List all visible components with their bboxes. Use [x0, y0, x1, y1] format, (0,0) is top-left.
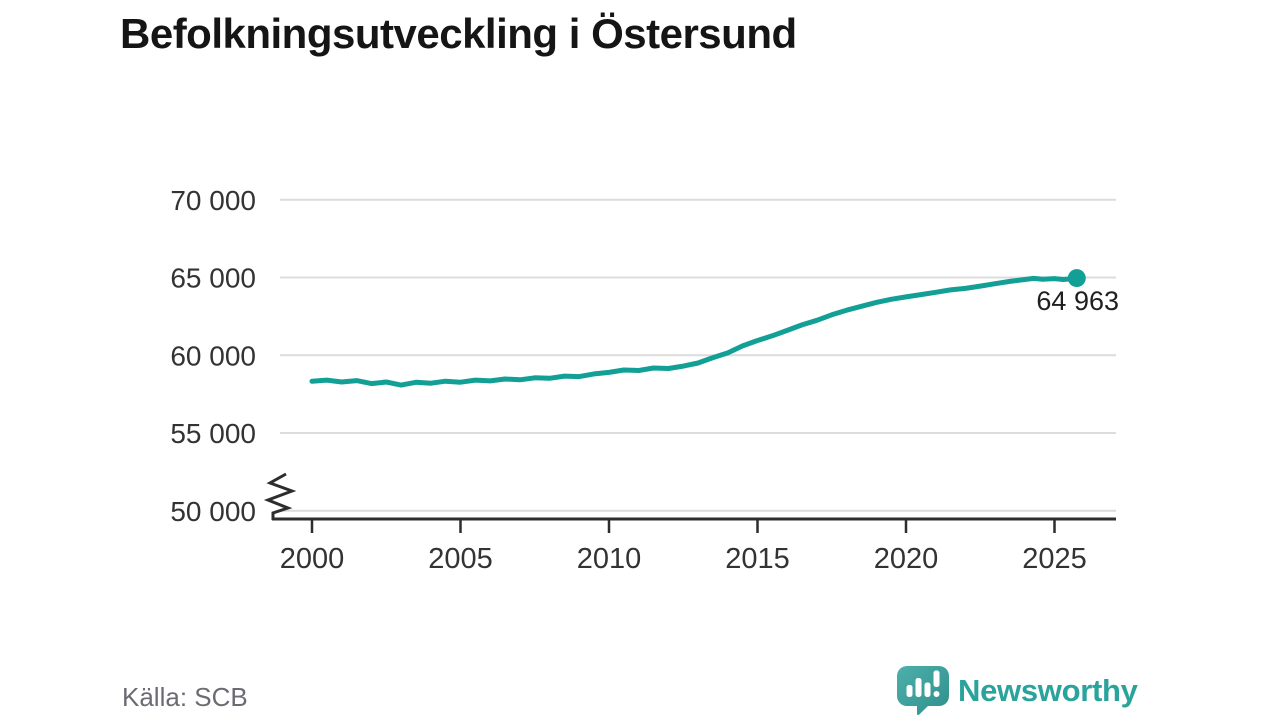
y-tick-label: 50 000 [170, 496, 256, 527]
x-tick-label: 2010 [577, 543, 642, 575]
x-tick-label: 2025 [1022, 543, 1087, 575]
logo-speech-bubble [897, 666, 949, 715]
y-tick-label: 70 000 [170, 185, 256, 216]
logo-exclamation-dot [933, 691, 940, 697]
chart-title: Befolkningsutveckling i Östersund [120, 10, 797, 57]
x-tick-label: 2000 [280, 543, 345, 575]
logo-exclamation-stem [933, 670, 940, 687]
x-tick-label: 2020 [874, 543, 939, 575]
y-tick-label: 65 000 [170, 263, 256, 294]
population-line [309, 275, 1080, 388]
y-tick-label: 60 000 [170, 340, 256, 371]
x-tick-label: 2005 [428, 543, 493, 575]
x-tick-label: 2015 [725, 543, 790, 575]
source-label: Källa: SCB [122, 682, 248, 712]
y-tick-label: 55 000 [170, 418, 256, 449]
end-point-marker [1067, 269, 1086, 288]
logo-bars-glyph [906, 670, 940, 697]
axis-break-icon [263, 472, 297, 520]
end-value-label: 64 963 [1036, 286, 1119, 316]
newsworthy-logo-icon [897, 666, 949, 715]
newsworthy-brand: Newsworthy [897, 666, 1138, 715]
newsworthy-wordmark: Newsworthy [958, 672, 1138, 708]
